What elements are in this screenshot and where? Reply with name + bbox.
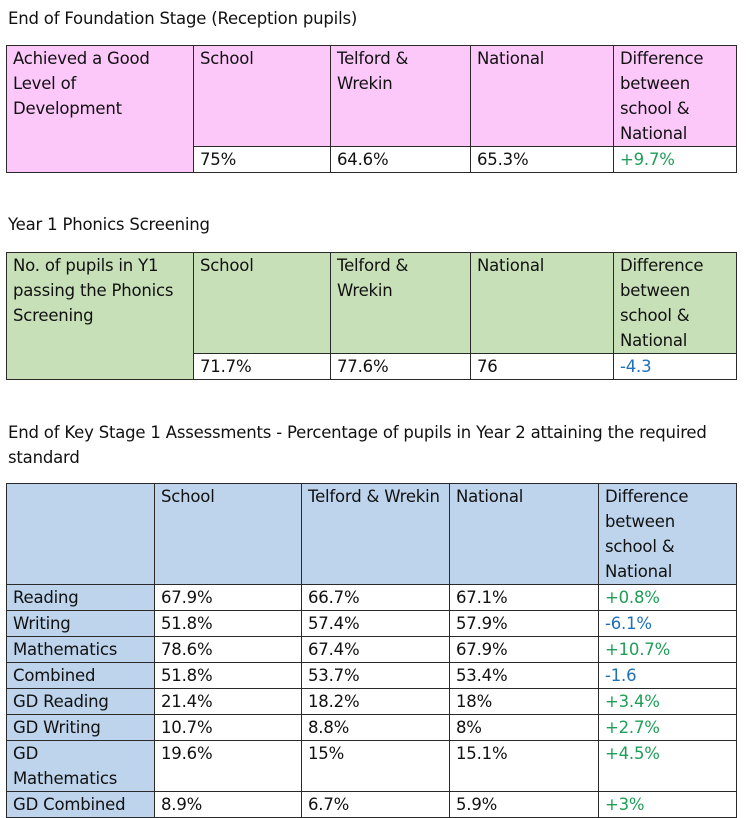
row-subject: GD Mathematics: [6, 740, 155, 792]
ks1-header-school: School: [154, 483, 302, 585]
row-national: 18%: [449, 688, 599, 715]
phonics-value-difference: -4.3: [613, 353, 737, 380]
row-difference: +10.7%: [598, 636, 737, 663]
phonics-value-national: 76: [470, 353, 614, 380]
foundation-section-title: End of Foundation Stage (Reception pupil…: [8, 9, 358, 28]
table-row: GD Reading 21.4% 18.2% 18% +3.4%: [6, 688, 737, 715]
row-difference: +0.8%: [598, 584, 737, 611]
row-local-authority: 15%: [301, 740, 450, 792]
phonics-header-difference: Difference between school & National: [613, 252, 737, 354]
row-subject: Writing: [6, 610, 155, 637]
table-row: Mathematics 78.6% 67.4% 67.9% +10.7%: [6, 636, 737, 663]
row-national: 15.1%: [449, 740, 599, 792]
row-difference: +4.5%: [598, 740, 737, 792]
row-local-authority: 8.8%: [301, 714, 450, 741]
phonics-header-local-authority: Telford & Wrekin: [330, 252, 471, 354]
table-row: GD Mathematics 19.6% 15% 15.1% +4.5%: [6, 740, 737, 792]
row-school: 51.8%: [154, 662, 302, 689]
foundation-header-difference: Difference between school & National: [613, 45, 737, 147]
row-difference: +2.7%: [598, 714, 737, 741]
row-local-authority: 18.2%: [301, 688, 450, 715]
row-national: 53.4%: [449, 662, 599, 689]
table-row: Writing 51.8% 57.4% 57.9% -6.1%: [6, 610, 737, 637]
foundation-header-local-authority: Telford & Wrekin: [330, 45, 471, 147]
row-local-authority: 57.4%: [301, 610, 450, 637]
row-school: 51.8%: [154, 610, 302, 637]
row-school: 67.9%: [154, 584, 302, 611]
foundation-value-difference: +9.7%: [613, 146, 737, 173]
foundation-value-school: 75%: [193, 146, 331, 173]
phonics-header-national: National: [470, 252, 614, 354]
table-row: Combined 51.8% 53.7% 53.4% -1.6: [6, 662, 737, 689]
row-national: 67.1%: [449, 584, 599, 611]
table-row: Reading 67.9% 66.7% 67.1% +0.8%: [6, 584, 737, 611]
row-school: 21.4%: [154, 688, 302, 715]
row-local-authority: 6.7%: [301, 791, 450, 818]
foundation-value-national: 65.3%: [470, 146, 614, 173]
row-subject: GD Writing: [6, 714, 155, 741]
phonics-row-label: No. of pupils in Y1 passing the Phonics …: [6, 252, 194, 380]
row-school: 8.9%: [154, 791, 302, 818]
row-national: 5.9%: [449, 791, 599, 818]
ks1-header-difference: Difference between school & National: [598, 483, 737, 585]
row-difference: +3%: [598, 791, 737, 818]
row-subject: GD Reading: [6, 688, 155, 715]
row-subject: Mathematics: [6, 636, 155, 663]
table-row: GD Writing 10.7% 8.8% 8% +2.7%: [6, 714, 737, 741]
ks1-header-subject: [6, 483, 155, 585]
foundation-table: Achieved a Good Level of Development Sch…: [6, 45, 737, 173]
foundation-header-national: National: [470, 45, 614, 147]
phonics-value-local-authority: 77.6%: [330, 353, 471, 380]
row-subject: Reading: [6, 584, 155, 611]
table-row: GD Combined 8.9% 6.7% 5.9% +3%: [6, 791, 737, 818]
row-national: 57.9%: [449, 610, 599, 637]
row-national: 67.9%: [449, 636, 599, 663]
ks1-header-national: National: [449, 483, 599, 585]
foundation-value-local-authority: 64.6%: [330, 146, 471, 173]
row-local-authority: 67.4%: [301, 636, 450, 663]
row-school: 78.6%: [154, 636, 302, 663]
phonics-header-school: School: [193, 252, 331, 354]
row-school: 19.6%: [154, 740, 302, 792]
foundation-row-label: Achieved a Good Level of Development: [6, 45, 194, 173]
row-school: 10.7%: [154, 714, 302, 741]
row-local-authority: 66.7%: [301, 584, 450, 611]
row-difference: -6.1%: [598, 610, 737, 637]
ks1-section-title: End of Key Stage 1 Assessments - Percent…: [8, 423, 707, 467]
row-subject: GD Combined: [6, 791, 155, 818]
phonics-table: No. of pupils in Y1 passing the Phonics …: [6, 252, 737, 380]
row-subject: Combined: [6, 662, 155, 689]
row-local-authority: 53.7%: [301, 662, 450, 689]
phonics-section-title: Year 1 Phonics Screening: [8, 215, 210, 234]
phonics-value-school: 71.7%: [193, 353, 331, 380]
ks1-header-local-authority: Telford & Wrekin: [301, 483, 450, 585]
row-national: 8%: [449, 714, 599, 741]
row-difference: +3.4%: [598, 688, 737, 715]
row-difference: -1.6: [598, 662, 737, 689]
foundation-header-school: School: [193, 45, 331, 147]
ks1-table: School Telford & Wrekin National Differe…: [6, 483, 737, 818]
